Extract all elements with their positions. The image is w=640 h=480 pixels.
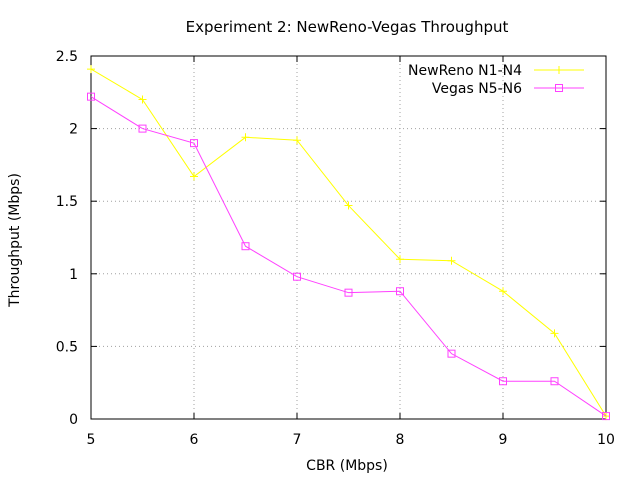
x-tick-label: 6 <box>190 432 199 448</box>
grid-lines <box>91 56 606 419</box>
x-tick-label: 10 <box>597 432 615 448</box>
data-point <box>293 272 301 281</box>
legend-marker <box>555 66 563 74</box>
y-tick-label: 0.5 <box>56 339 78 355</box>
y-tick-label: 1 <box>69 267 78 283</box>
data-point <box>190 139 198 148</box>
tick-labels: 5 6 7 8 9 10 0 0.5 1 1.5 2 2.5 <box>56 49 615 448</box>
data-point <box>396 255 404 264</box>
data-point <box>499 287 507 296</box>
data-point <box>190 172 198 181</box>
x-tick-label: 7 <box>293 432 302 448</box>
legend-item: NewReno N1-N4 <box>408 63 584 79</box>
legend-label: NewReno N1-N4 <box>408 63 522 79</box>
data-point <box>550 329 559 338</box>
data-point <box>447 349 456 358</box>
data-point <box>87 65 95 74</box>
data-point <box>138 95 147 104</box>
data-point <box>138 124 147 133</box>
x-tick-label: 5 <box>87 432 96 448</box>
axis-ticks <box>90 55 607 420</box>
data-point <box>344 201 353 210</box>
chart-title: Experiment 2: NewReno-Vegas Throughput <box>186 18 509 36</box>
data-point <box>241 133 250 142</box>
y-tick-label: 2 <box>69 122 78 138</box>
plot-area <box>90 55 607 420</box>
y-tick-label: 2.5 <box>56 49 78 65</box>
legend-item: Vegas N5-N6 <box>432 81 584 97</box>
series-1 <box>87 65 610 421</box>
data-point <box>396 287 404 296</box>
legend-marker <box>555 84 563 92</box>
data-point <box>293 136 301 145</box>
y-tick-label: 1.5 <box>56 194 78 210</box>
y-tick-label: 0 <box>69 412 78 428</box>
data-point <box>550 377 559 386</box>
data-point <box>499 377 507 386</box>
legend: NewReno N1-N4 Vegas N5-N6 <box>408 63 584 97</box>
series-2 <box>87 92 610 421</box>
legend-label: Vegas N5-N6 <box>432 81 522 97</box>
data-point <box>87 92 95 101</box>
data-point <box>344 288 353 297</box>
x-axis-title: CBR (Mbps) <box>306 458 388 474</box>
series-line <box>90 68 607 417</box>
series-line <box>90 96 607 417</box>
data-point <box>447 256 456 265</box>
series-layer <box>87 65 610 421</box>
x-tick-label: 8 <box>396 432 405 448</box>
data-point <box>602 412 610 421</box>
y-axis-title: Throughput (Mbps) <box>7 173 23 308</box>
data-point <box>241 242 250 251</box>
x-tick-label: 9 <box>499 432 508 448</box>
